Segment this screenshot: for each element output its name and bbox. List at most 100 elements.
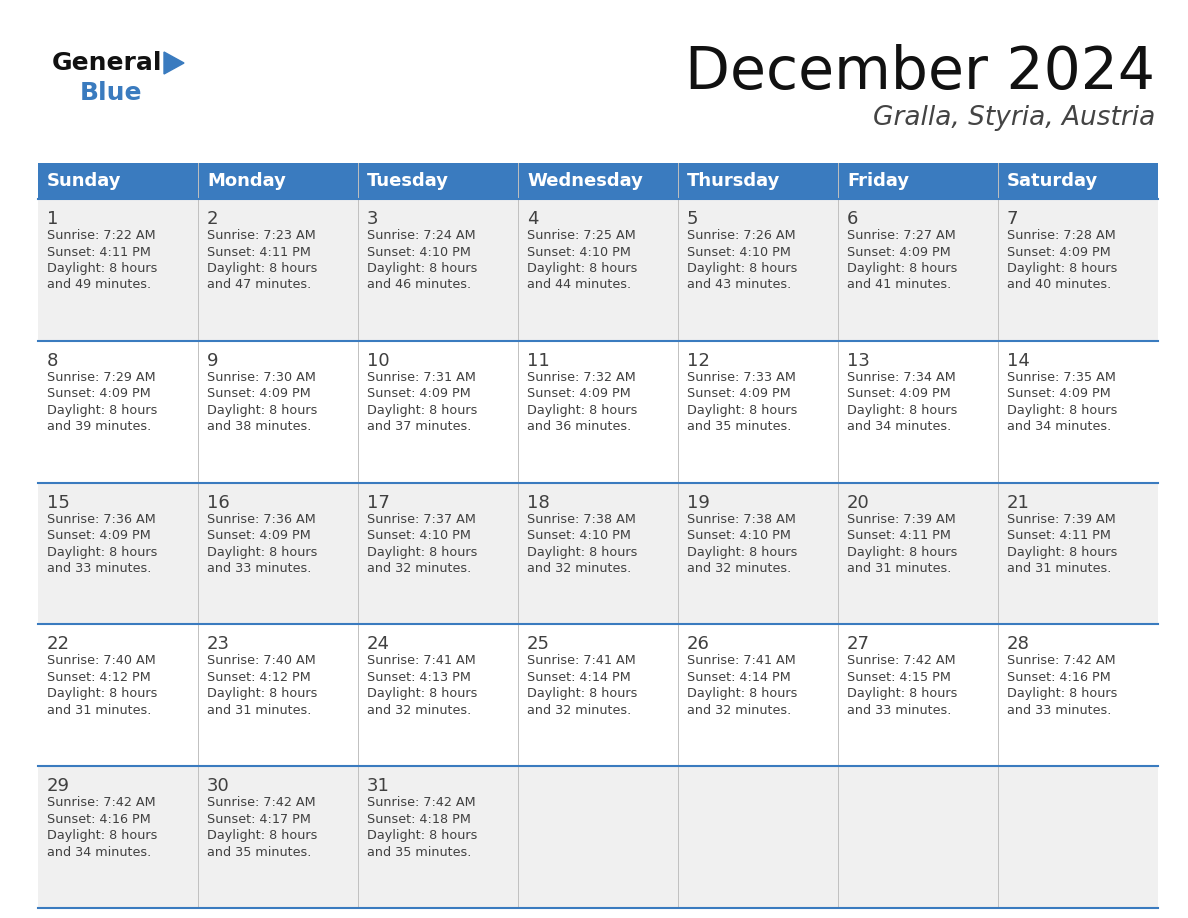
Bar: [838, 163, 998, 199]
Text: Sunset: 4:09 PM: Sunset: 4:09 PM: [1007, 387, 1111, 400]
Text: Sunset: 4:12 PM: Sunset: 4:12 PM: [207, 671, 311, 684]
Text: 14: 14: [1007, 352, 1030, 370]
Text: Daylight: 8 hours: Daylight: 8 hours: [367, 404, 478, 417]
Text: Daylight: 8 hours: Daylight: 8 hours: [847, 688, 958, 700]
Text: Sunset: 4:16 PM: Sunset: 4:16 PM: [48, 812, 151, 825]
Bar: [38, 767, 1158, 908]
Text: Sunset: 4:15 PM: Sunset: 4:15 PM: [847, 671, 950, 684]
Text: Sunset: 4:10 PM: Sunset: 4:10 PM: [687, 245, 791, 259]
Bar: [518, 163, 678, 199]
Text: 16: 16: [207, 494, 229, 511]
Text: Sunset: 4:09 PM: Sunset: 4:09 PM: [207, 529, 311, 543]
Text: Sunrise: 7:25 AM: Sunrise: 7:25 AM: [527, 229, 636, 242]
Text: Sunset: 4:10 PM: Sunset: 4:10 PM: [367, 245, 470, 259]
Text: Sunrise: 7:42 AM: Sunrise: 7:42 AM: [847, 655, 955, 667]
Text: and 32 minutes.: and 32 minutes.: [367, 704, 472, 717]
Text: 3: 3: [367, 210, 379, 228]
Text: Saturday: Saturday: [1007, 172, 1098, 190]
Bar: [38, 341, 1158, 483]
Text: Wednesday: Wednesday: [527, 172, 643, 190]
Text: 21: 21: [1007, 494, 1030, 511]
Text: Sunset: 4:09 PM: Sunset: 4:09 PM: [48, 387, 151, 400]
Text: Daylight: 8 hours: Daylight: 8 hours: [367, 545, 478, 558]
Text: Sunrise: 7:41 AM: Sunrise: 7:41 AM: [527, 655, 636, 667]
Text: 11: 11: [527, 352, 550, 370]
Text: Sunrise: 7:42 AM: Sunrise: 7:42 AM: [1007, 655, 1116, 667]
Text: Sunset: 4:11 PM: Sunset: 4:11 PM: [207, 245, 311, 259]
Text: Daylight: 8 hours: Daylight: 8 hours: [1007, 688, 1118, 700]
Text: 4: 4: [527, 210, 538, 228]
Text: Sunrise: 7:27 AM: Sunrise: 7:27 AM: [847, 229, 956, 242]
Text: Daylight: 8 hours: Daylight: 8 hours: [367, 262, 478, 275]
Text: and 44 minutes.: and 44 minutes.: [527, 278, 631, 292]
Text: Sunset: 4:10 PM: Sunset: 4:10 PM: [687, 529, 791, 543]
Text: Sunset: 4:12 PM: Sunset: 4:12 PM: [48, 671, 151, 684]
Text: and 34 minutes.: and 34 minutes.: [1007, 420, 1111, 433]
Text: Sunrise: 7:40 AM: Sunrise: 7:40 AM: [207, 655, 316, 667]
Text: Sunset: 4:11 PM: Sunset: 4:11 PM: [847, 529, 950, 543]
Text: Sunset: 4:09 PM: Sunset: 4:09 PM: [527, 387, 631, 400]
Text: and 34 minutes.: and 34 minutes.: [48, 845, 151, 858]
Text: Sunrise: 7:42 AM: Sunrise: 7:42 AM: [207, 796, 316, 809]
Text: Sunrise: 7:40 AM: Sunrise: 7:40 AM: [48, 655, 156, 667]
Text: Daylight: 8 hours: Daylight: 8 hours: [48, 829, 157, 842]
Text: Sunset: 4:10 PM: Sunset: 4:10 PM: [527, 245, 631, 259]
Text: and 49 minutes.: and 49 minutes.: [48, 278, 151, 292]
Text: Blue: Blue: [80, 81, 143, 105]
Text: Daylight: 8 hours: Daylight: 8 hours: [847, 404, 958, 417]
Text: 10: 10: [367, 352, 390, 370]
Text: and 31 minutes.: and 31 minutes.: [847, 562, 952, 575]
Text: and 39 minutes.: and 39 minutes.: [48, 420, 151, 433]
Text: Daylight: 8 hours: Daylight: 8 hours: [687, 545, 797, 558]
Text: Sunset: 4:09 PM: Sunset: 4:09 PM: [48, 529, 151, 543]
Text: 13: 13: [847, 352, 870, 370]
Text: Sunset: 4:09 PM: Sunset: 4:09 PM: [207, 387, 311, 400]
Text: Sunset: 4:10 PM: Sunset: 4:10 PM: [367, 529, 470, 543]
Text: Tuesday: Tuesday: [367, 172, 449, 190]
Text: Sunrise: 7:29 AM: Sunrise: 7:29 AM: [48, 371, 156, 384]
Text: Daylight: 8 hours: Daylight: 8 hours: [207, 404, 317, 417]
Text: Daylight: 8 hours: Daylight: 8 hours: [1007, 404, 1118, 417]
Text: and 32 minutes.: and 32 minutes.: [687, 562, 791, 575]
Text: Daylight: 8 hours: Daylight: 8 hours: [367, 829, 478, 842]
Text: Thursday: Thursday: [687, 172, 781, 190]
Bar: [38, 483, 1158, 624]
Text: 25: 25: [527, 635, 550, 654]
Text: Sunset: 4:13 PM: Sunset: 4:13 PM: [367, 671, 470, 684]
Bar: [198, 163, 358, 199]
Bar: [38, 624, 1158, 767]
Text: and 47 minutes.: and 47 minutes.: [207, 278, 311, 292]
Text: Sunset: 4:09 PM: Sunset: 4:09 PM: [687, 387, 791, 400]
Text: Daylight: 8 hours: Daylight: 8 hours: [367, 688, 478, 700]
Text: 15: 15: [48, 494, 70, 511]
Text: and 32 minutes.: and 32 minutes.: [527, 704, 631, 717]
Text: 22: 22: [48, 635, 70, 654]
Text: Daylight: 8 hours: Daylight: 8 hours: [847, 545, 958, 558]
Text: Sunrise: 7:24 AM: Sunrise: 7:24 AM: [367, 229, 475, 242]
Text: 7: 7: [1007, 210, 1018, 228]
Text: 26: 26: [687, 635, 710, 654]
Text: Daylight: 8 hours: Daylight: 8 hours: [207, 829, 317, 842]
Text: Sunset: 4:11 PM: Sunset: 4:11 PM: [48, 245, 151, 259]
Text: Sunrise: 7:30 AM: Sunrise: 7:30 AM: [207, 371, 316, 384]
Text: December 2024: December 2024: [685, 44, 1155, 102]
Text: and 34 minutes.: and 34 minutes.: [847, 420, 952, 433]
Text: Daylight: 8 hours: Daylight: 8 hours: [687, 262, 797, 275]
Bar: [38, 199, 1158, 341]
Text: 27: 27: [847, 635, 870, 654]
Text: 6: 6: [847, 210, 859, 228]
Text: Daylight: 8 hours: Daylight: 8 hours: [48, 404, 157, 417]
Text: and 43 minutes.: and 43 minutes.: [687, 278, 791, 292]
Text: and 32 minutes.: and 32 minutes.: [367, 562, 472, 575]
Text: Sunset: 4:14 PM: Sunset: 4:14 PM: [687, 671, 791, 684]
Text: and 31 minutes.: and 31 minutes.: [207, 704, 311, 717]
Text: Daylight: 8 hours: Daylight: 8 hours: [48, 262, 157, 275]
Text: 9: 9: [207, 352, 219, 370]
Text: Sunset: 4:09 PM: Sunset: 4:09 PM: [1007, 245, 1111, 259]
Text: Sunrise: 7:32 AM: Sunrise: 7:32 AM: [527, 371, 636, 384]
Polygon shape: [164, 52, 184, 74]
Text: Daylight: 8 hours: Daylight: 8 hours: [207, 262, 317, 275]
Text: 29: 29: [48, 778, 70, 795]
Text: Sunset: 4:16 PM: Sunset: 4:16 PM: [1007, 671, 1111, 684]
Text: Daylight: 8 hours: Daylight: 8 hours: [207, 545, 317, 558]
